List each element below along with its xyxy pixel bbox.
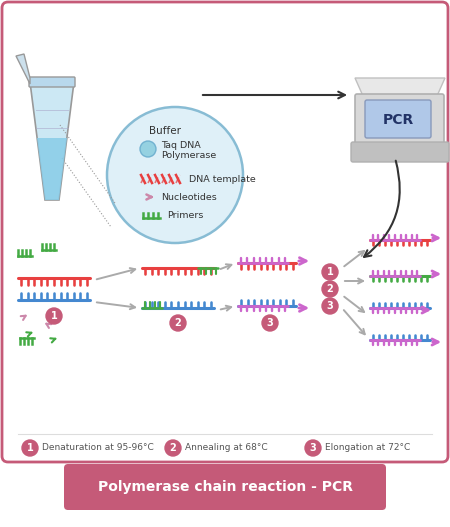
- Circle shape: [46, 308, 62, 324]
- Text: Buffer: Buffer: [149, 126, 181, 136]
- FancyBboxPatch shape: [351, 142, 449, 162]
- Text: 3: 3: [327, 301, 333, 311]
- Text: Denaturation at 95-96°C: Denaturation at 95-96°C: [42, 444, 154, 453]
- Circle shape: [140, 141, 156, 157]
- Text: Primers: Primers: [167, 211, 203, 220]
- Text: 1: 1: [327, 267, 333, 277]
- Circle shape: [107, 107, 243, 243]
- Text: 3: 3: [266, 318, 274, 328]
- FancyBboxPatch shape: [365, 100, 431, 138]
- Circle shape: [262, 315, 278, 331]
- Text: 2: 2: [170, 443, 176, 453]
- Text: Taq DNA: Taq DNA: [161, 142, 201, 151]
- Circle shape: [170, 315, 186, 331]
- Text: 3: 3: [310, 443, 316, 453]
- Polygon shape: [30, 82, 74, 200]
- Text: DNA template: DNA template: [189, 174, 256, 183]
- Text: Polymerase chain reaction - PCR: Polymerase chain reaction - PCR: [98, 480, 352, 494]
- Text: 2: 2: [327, 284, 333, 294]
- Text: 1: 1: [50, 311, 58, 321]
- FancyBboxPatch shape: [29, 77, 75, 87]
- Text: Annealing at 68°C: Annealing at 68°C: [185, 444, 268, 453]
- Circle shape: [305, 440, 321, 456]
- Circle shape: [322, 298, 338, 314]
- Circle shape: [22, 440, 38, 456]
- FancyBboxPatch shape: [355, 94, 444, 148]
- FancyBboxPatch shape: [64, 464, 386, 510]
- Text: PCR: PCR: [382, 113, 414, 127]
- Polygon shape: [37, 138, 67, 200]
- Circle shape: [322, 281, 338, 297]
- Text: 1: 1: [27, 443, 33, 453]
- Circle shape: [165, 440, 181, 456]
- Text: Nucleotides: Nucleotides: [161, 192, 217, 201]
- Text: Polymerase: Polymerase: [161, 151, 216, 160]
- Polygon shape: [16, 54, 30, 84]
- Circle shape: [322, 264, 338, 280]
- Polygon shape: [355, 78, 445, 96]
- Text: 2: 2: [175, 318, 181, 328]
- FancyBboxPatch shape: [2, 2, 448, 462]
- Text: Elongation at 72°C: Elongation at 72°C: [325, 444, 410, 453]
